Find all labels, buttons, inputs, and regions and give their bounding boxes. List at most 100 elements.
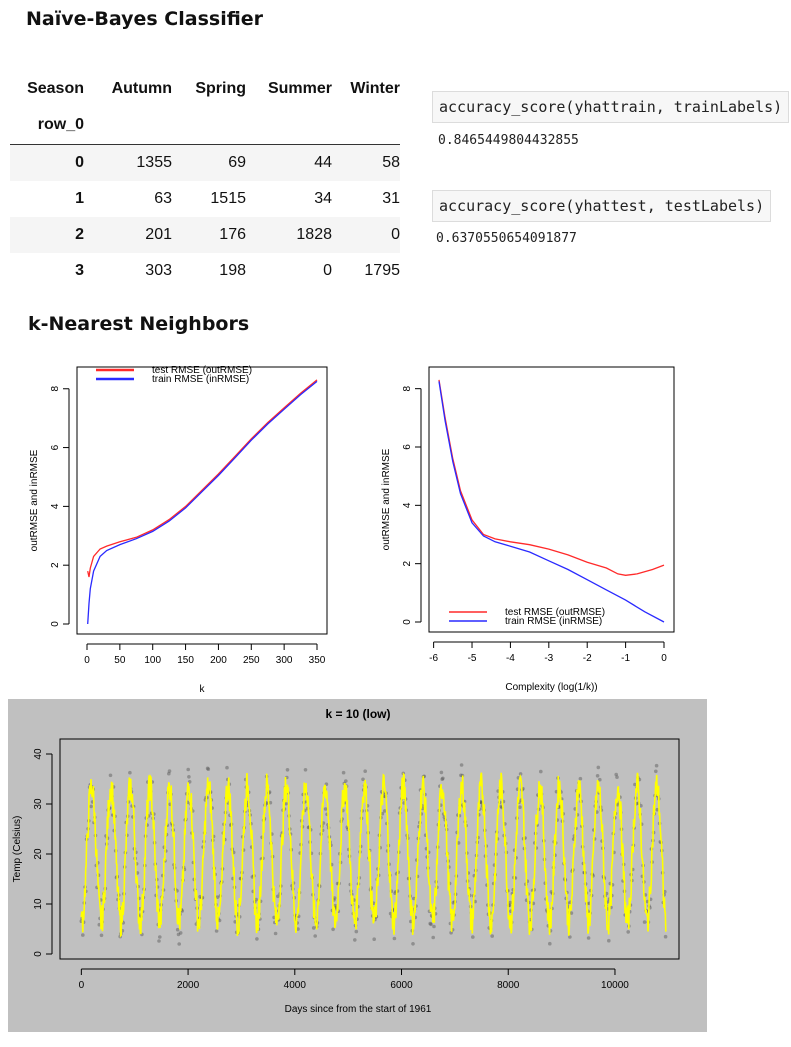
test-rmse-line bbox=[438, 379, 665, 576]
observation-point bbox=[508, 900, 512, 905]
train-rmse-line bbox=[438, 381, 665, 623]
observation-point bbox=[178, 931, 183, 935]
observation-point bbox=[372, 937, 377, 941]
observation-point bbox=[353, 938, 357, 942]
observation-point bbox=[81, 933, 85, 937]
table-cell: 201 bbox=[145, 226, 172, 243]
column-header: Autumn bbox=[111, 80, 172, 97]
x-tick-label: 100 bbox=[144, 655, 161, 666]
observation-point bbox=[331, 927, 335, 932]
observation-point bbox=[429, 922, 433, 927]
observation-point bbox=[654, 763, 659, 768]
legend-label: test RMSE (outRMSE) bbox=[505, 607, 605, 618]
observation-point bbox=[296, 927, 300, 931]
observation-point bbox=[411, 942, 415, 946]
observation-point bbox=[539, 769, 543, 774]
x-tick-label: -4 bbox=[506, 653, 515, 664]
x-tick-label: -1 bbox=[621, 653, 630, 664]
observation-point bbox=[176, 932, 181, 937]
code-cell-train-accuracy[interactable]: accuracy_score(yhattrain, trainLabels) bbox=[432, 91, 790, 123]
table-row: 1 63 1515 34 31 bbox=[10, 181, 400, 217]
x-axis-label: Complexity (log(1/k)) bbox=[505, 682, 597, 693]
table-row: 2 201 176 1828 0 bbox=[10, 217, 400, 253]
x-tick-label: -2 bbox=[583, 653, 592, 664]
plot-frame bbox=[428, 366, 675, 633]
observation-point bbox=[108, 773, 113, 778]
observation-point bbox=[89, 804, 93, 809]
table-cell: 31 bbox=[382, 190, 400, 207]
observation-point bbox=[431, 935, 436, 940]
observation-point bbox=[332, 896, 337, 900]
y-axis-label: outRMSE and inRMSE bbox=[29, 449, 40, 551]
observation-point bbox=[284, 801, 288, 806]
table-cell: 176 bbox=[219, 226, 246, 243]
observation-point bbox=[456, 841, 461, 845]
observation-point bbox=[99, 933, 104, 938]
rmse-vs-k-chart: 0 50 100 150 200 250 300 350 0 2 4 6 8 k outRMSE and i… bbox=[29, 365, 328, 695]
observation-point bbox=[255, 937, 259, 941]
output-train-accuracy: 0.8465449804432855 bbox=[438, 133, 579, 148]
observation-point bbox=[614, 772, 618, 777]
observation-point bbox=[225, 765, 229, 770]
x-tick-label: 6000 bbox=[390, 980, 413, 991]
observation-point bbox=[428, 921, 433, 926]
y-tick-label: 2 bbox=[402, 560, 413, 566]
row-index: 2 bbox=[75, 226, 84, 243]
naive-bayes-title: Naïve-Bayes Classifier bbox=[26, 8, 264, 30]
table-cell: 1828 bbox=[296, 226, 332, 243]
x-axis-label: Days since from the start of 1961 bbox=[285, 1004, 432, 1015]
observation-point bbox=[663, 934, 668, 939]
x-tick-label: 8000 bbox=[497, 980, 520, 991]
observation-point bbox=[273, 931, 278, 936]
x-tick-label: 300 bbox=[276, 655, 293, 666]
x-tick-label: 250 bbox=[243, 655, 260, 666]
x-tick-label: 350 bbox=[309, 655, 326, 666]
legend-label: test RMSE (outRMSE) bbox=[152, 365, 252, 376]
y-axis-label: Temp (Celsius) bbox=[12, 816, 23, 883]
table-cell: 303 bbox=[145, 262, 172, 279]
chart-title: k = 10 (low) bbox=[325, 707, 390, 721]
observation-point bbox=[392, 936, 397, 941]
observation-point bbox=[285, 768, 290, 772]
observation-point bbox=[596, 765, 601, 770]
observation-point bbox=[254, 897, 258, 902]
table-cell: 1795 bbox=[364, 262, 400, 279]
observation-point bbox=[598, 777, 602, 782]
table-row: 3 303 198 0 1795 bbox=[10, 253, 400, 289]
observation-point bbox=[606, 900, 610, 904]
observation-point bbox=[412, 896, 416, 901]
table-cell: 58 bbox=[382, 154, 400, 171]
x-tick-label: -6 bbox=[429, 653, 438, 664]
observation-point bbox=[569, 911, 574, 915]
x-tick-label: 4000 bbox=[284, 980, 307, 991]
observation-point bbox=[361, 777, 365, 782]
table-cell: 198 bbox=[219, 262, 246, 279]
x-tick-label: 150 bbox=[177, 655, 194, 666]
table-row: 0 1355 69 44 58 bbox=[10, 144, 400, 181]
observation-point bbox=[471, 935, 475, 939]
column-header: Summer bbox=[267, 80, 332, 97]
code-cell-test-accuracy[interactable]: accuracy_score(yhattest, testLabels) bbox=[432, 190, 772, 222]
observation-point bbox=[354, 929, 359, 934]
y-tick-label: 4 bbox=[50, 503, 61, 509]
plot-frame bbox=[76, 366, 328, 635]
knn-temperature-chart: k = 10 (low) 0 2000 4000 6000 8000 10000 0 10 20 3… bbox=[8, 699, 707, 1032]
table-cell: 69 bbox=[228, 154, 246, 171]
x-tick-label: 200 bbox=[210, 655, 227, 666]
column-header: Spring bbox=[195, 80, 246, 97]
observation-point bbox=[432, 924, 436, 929]
observation-point bbox=[186, 767, 190, 772]
x-tick-label: 50 bbox=[114, 655, 126, 666]
table-cell: 0 bbox=[391, 226, 400, 243]
y-tick-label: 4 bbox=[402, 502, 413, 508]
y-tick-label: 2 bbox=[50, 562, 61, 568]
column-header: Winter bbox=[350, 80, 400, 97]
observation-point bbox=[615, 775, 619, 779]
observation-point bbox=[311, 926, 316, 930]
test-rmse-line bbox=[87, 379, 318, 578]
observation-point bbox=[518, 772, 523, 776]
y-tick-label: 30 bbox=[33, 798, 44, 810]
observation-point bbox=[459, 773, 463, 778]
y-tick-label: 8 bbox=[50, 386, 61, 392]
observation-point bbox=[276, 894, 280, 899]
